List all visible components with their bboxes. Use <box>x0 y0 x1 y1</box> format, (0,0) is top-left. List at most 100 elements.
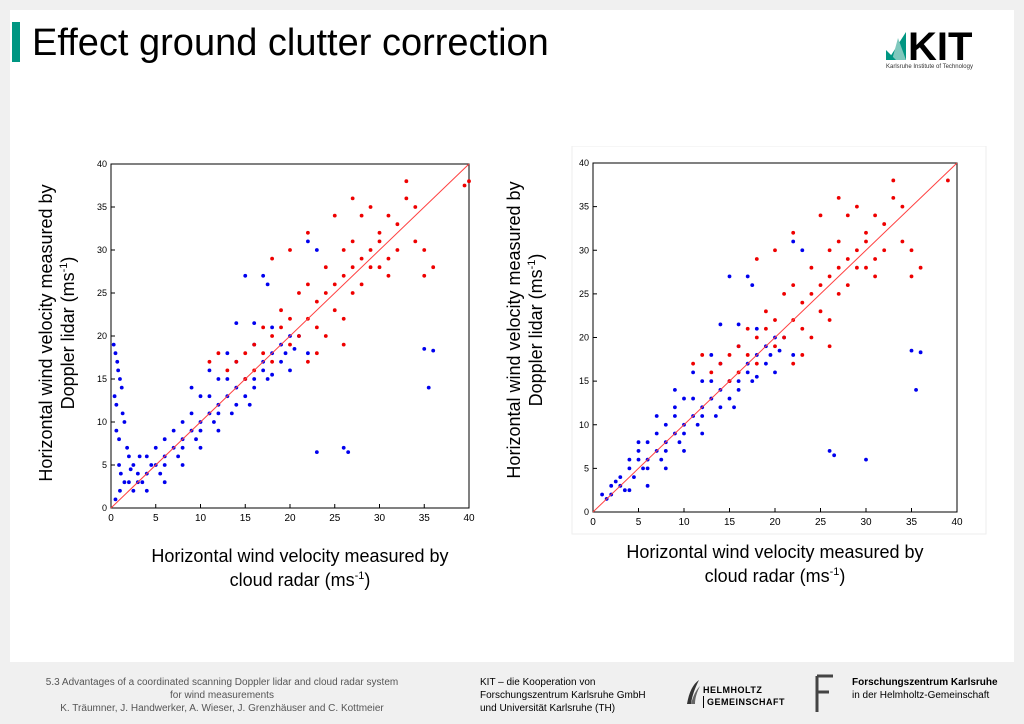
data-point <box>600 492 604 497</box>
x-axis-label-line1: Horizontal wind velocity measured by <box>626 542 923 562</box>
data-point <box>377 230 382 235</box>
data-point <box>732 405 736 410</box>
data-point <box>645 440 650 445</box>
data-point <box>891 196 896 200</box>
data-point <box>386 213 391 218</box>
helmholtz-logo: HELMHOLTZ GEMEINSCHAFT <box>685 676 785 712</box>
data-point <box>279 325 283 330</box>
data-point <box>341 342 346 347</box>
y-tick-label: 15 <box>579 376 589 386</box>
data-point <box>727 274 732 279</box>
data-point <box>207 368 212 373</box>
data-point <box>261 351 266 356</box>
data-point <box>700 431 705 436</box>
data-point <box>350 239 355 244</box>
data-point <box>677 440 682 445</box>
data-point <box>323 334 328 338</box>
data-point <box>754 374 759 379</box>
data-point <box>845 213 850 218</box>
x-tick-label: 20 <box>769 517 781 528</box>
data-point <box>162 480 167 485</box>
y-tick-label: 40 <box>97 159 107 169</box>
data-point <box>627 466 632 471</box>
data-point <box>306 351 310 356</box>
data-point <box>836 239 841 244</box>
data-point <box>234 402 239 407</box>
data-point <box>114 402 119 407</box>
data-point <box>127 454 131 459</box>
data-point <box>207 359 212 364</box>
data-point <box>118 488 122 493</box>
data-point <box>216 411 221 416</box>
data-point <box>718 322 723 327</box>
data-point <box>350 291 355 295</box>
data-point <box>180 463 185 467</box>
data-point <box>198 428 203 433</box>
y-tick-label: 40 <box>579 158 589 168</box>
data-point <box>225 368 230 373</box>
data-point <box>641 466 645 471</box>
data-point <box>288 368 292 373</box>
x-tick-label: 40 <box>463 513 475 524</box>
data-point <box>800 353 805 357</box>
data-point <box>279 308 283 313</box>
data-point <box>782 291 786 296</box>
data-point <box>359 256 364 261</box>
data-point <box>800 326 805 331</box>
data-point <box>117 437 121 442</box>
data-point <box>288 342 292 347</box>
footer-kit-line2: Forschungszentrum Karlsruhe GmbH <box>480 690 646 701</box>
slide-title: Effect ground clutter correction <box>32 22 549 64</box>
data-point <box>750 379 755 384</box>
data-point <box>691 361 695 366</box>
data-point <box>314 351 319 356</box>
fzk-line1: Forschungszentrum Karlsruhe <box>852 677 998 688</box>
data-point <box>864 230 868 235</box>
y-tick-label: 25 <box>579 289 589 299</box>
data-point <box>341 445 346 450</box>
data-point <box>422 248 427 252</box>
data-point <box>252 377 257 381</box>
scatter-chart-after: 0 5 10 15 20 25 30 35 40 0 5 10 15 20 25 30 35 40 Horizont… <box>504 146 987 586</box>
data-point <box>252 385 257 390</box>
data-point <box>225 377 230 381</box>
data-point <box>613 479 618 484</box>
series-blue <box>111 239 436 502</box>
data-point <box>727 353 732 357</box>
x-axis-label-line2: cloud radar (ms-1) <box>230 570 371 590</box>
data-point <box>827 344 832 349</box>
data-point <box>800 300 805 305</box>
data-point <box>395 248 400 252</box>
data-point <box>243 273 248 278</box>
data-point <box>736 387 741 392</box>
data-point <box>270 334 274 338</box>
x-tick-label: 35 <box>906 517 918 528</box>
data-point <box>270 256 274 261</box>
data-point <box>252 342 257 347</box>
data-point <box>864 265 868 270</box>
data-point <box>845 257 850 261</box>
data-point <box>234 359 239 364</box>
data-point <box>216 377 221 381</box>
data-point <box>827 248 832 253</box>
data-point <box>682 449 686 453</box>
data-point <box>225 351 230 356</box>
data-point <box>818 283 823 288</box>
data-point <box>663 466 668 471</box>
data-point <box>836 265 841 270</box>
data-point <box>283 351 288 356</box>
footer-kit-line3: und Universität Karlsruhe (TH) <box>480 703 616 714</box>
data-point <box>332 308 337 313</box>
data-point <box>171 428 176 433</box>
data-point <box>180 445 185 450</box>
data-point <box>229 411 234 416</box>
data-point <box>128 467 133 472</box>
y-tick-label: 35 <box>579 202 589 212</box>
data-point <box>836 291 841 296</box>
helmholtz-line2: GEMEINSCHAFT <box>703 696 785 708</box>
data-point <box>122 420 127 424</box>
data-point <box>673 405 677 410</box>
data-point <box>809 265 814 270</box>
data-point <box>777 348 782 353</box>
data-point <box>125 445 130 450</box>
